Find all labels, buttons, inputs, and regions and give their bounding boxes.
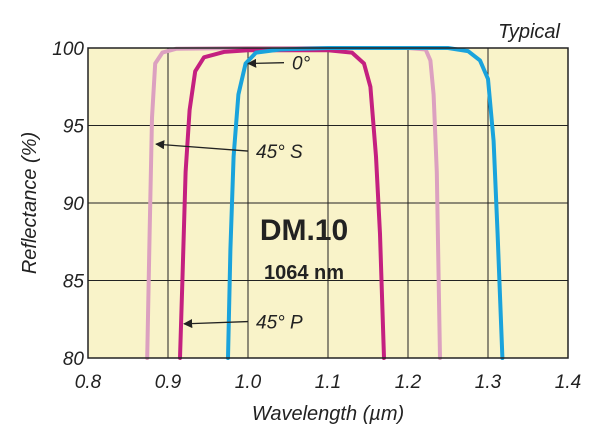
typical-label: Typical [498,21,560,43]
y-tick-label: 95 [63,117,85,138]
x-tick-label: 1.4 [555,372,581,393]
annotation-label: 0° [292,54,311,75]
x-axis-title: Wavelength (µm) [252,403,404,425]
x-tick-label: 0.8 [75,372,102,393]
x-tick-label: 1.2 [395,372,422,393]
x-tick-label: 1.0 [235,372,262,393]
plot-border [87,47,569,359]
y-axis-title: Reflectance (%) [19,132,41,274]
grid-lines [88,48,568,358]
series-line [178,48,386,360]
y-tick-labels: 80 85 90 95 100 [52,39,84,370]
y-tick-label: 85 [63,272,85,293]
annotation-label: 45° S [256,142,303,163]
y-tick-label: 90 [63,194,85,215]
x-tick-label: 0.9 [155,372,182,393]
y-tick-label: 100 [52,39,84,60]
x-tick-labels: 0.8 0.9 1.0 1.1 1.2 1.3 1.4 [75,372,581,393]
annotation-arrow [247,58,285,68]
annotation-arrow [155,140,249,152]
chart-subtitle: 1064 nm [264,262,344,284]
annotations: 0° 45° S 45° P [155,54,311,334]
x-tick-label: 1.1 [315,372,341,393]
x-tick-label: 1.3 [475,372,502,393]
annotation-label: 45° P [256,313,303,334]
annotation-arrow [183,319,249,329]
chart-title: DM.10 [260,214,348,247]
y-tick-label: 80 [63,349,85,370]
